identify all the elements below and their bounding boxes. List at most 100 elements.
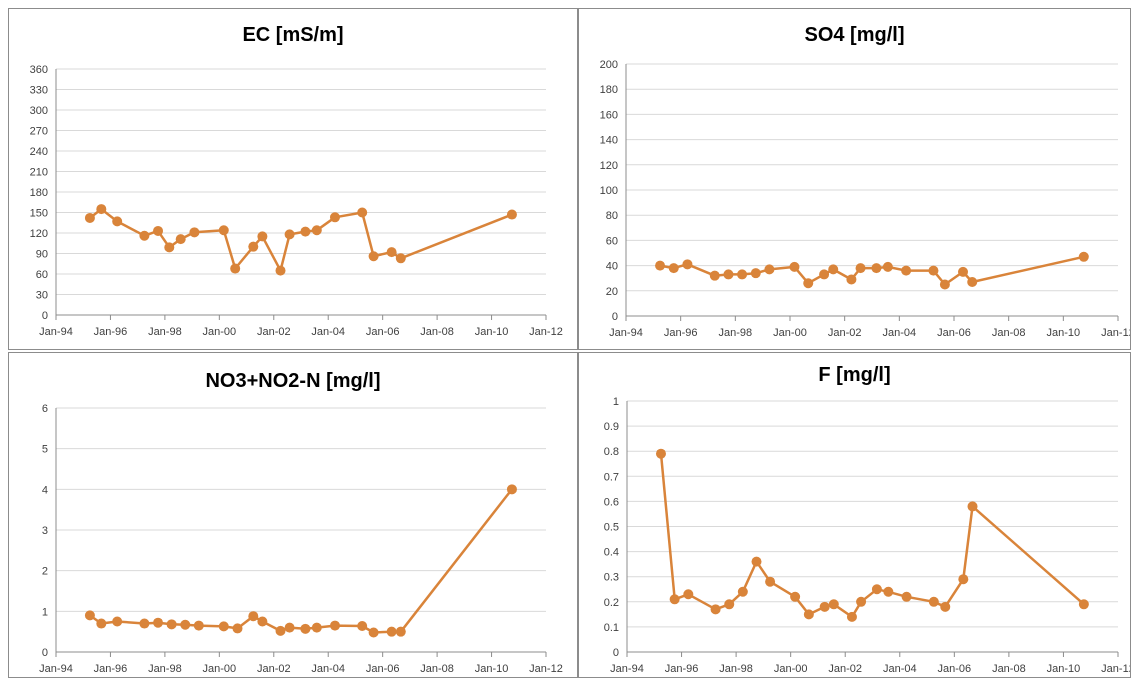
data-point	[882, 261, 893, 272]
x-tick-label: Jan-06	[366, 663, 400, 675]
x-tick-label: Jan-04	[883, 663, 917, 675]
x-tick-label: Jan-10	[1047, 663, 1081, 675]
x-tick-label: Jan-96	[665, 663, 699, 675]
chart-panel-f: F [mg/l] 0 0.1 0.2 0.3 0.4 0.5 0.6 0.7 0.8 0.9 1 Jan…	[578, 352, 1131, 678]
y-tick-label: 1	[613, 396, 619, 408]
x-tick-label: Jan-10	[475, 663, 509, 675]
data-point	[368, 627, 379, 638]
chart-title: NO3+NO2-N [mg/l]	[205, 370, 380, 392]
data-point	[750, 268, 761, 279]
x-tick-label: Jan-08	[992, 327, 1026, 339]
y-tick-label: 0.8	[604, 446, 619, 458]
y-tick-label: 4	[42, 484, 48, 496]
data-point	[506, 484, 517, 495]
data-point	[967, 276, 978, 287]
y-tick-label: 180	[600, 84, 618, 96]
data-point	[1078, 251, 1089, 262]
y-tick-label: 100	[600, 185, 618, 197]
x-tick-label: Jan-94	[39, 326, 73, 338]
data-point	[928, 596, 939, 607]
data-point	[311, 622, 322, 633]
data-point	[846, 274, 857, 285]
x-tick-label: Jan-98	[719, 327, 753, 339]
data-point	[368, 251, 379, 262]
y-tick-label: 60	[36, 269, 48, 281]
y-tick-label: 0.4	[604, 547, 619, 559]
x-tick-label: Jan-98	[148, 326, 182, 338]
chart-panel-ec: EC [mS/m] 0 30 60 90 120 150 180 210 240 270 300 330…	[8, 8, 578, 350]
data-point	[300, 226, 311, 237]
data-point	[386, 626, 397, 637]
x-tick-label: Jan-06	[366, 326, 400, 338]
y-tick-label: 1	[42, 606, 48, 618]
chart-panel-so4: SO4 [mg/l] 0 20 40 60 80 100 120 140 160 180 200 Jan…	[578, 8, 1131, 350]
chart-title: SO4 [mg/l]	[804, 24, 904, 46]
data-point	[940, 601, 951, 612]
series-line	[89, 207, 513, 272]
data-point	[751, 556, 762, 567]
x-tick-label: Jan-98	[148, 663, 182, 675]
chart-no3: NO3+NO2-N [mg/l] 0 1 2 3 4 5 6 Jan-94 Jan-96 Jan-9…	[39, 370, 563, 675]
x-tick-label: Jan-10	[475, 326, 509, 338]
data-point	[218, 225, 229, 236]
data-point	[855, 263, 866, 274]
data-point	[166, 619, 177, 630]
data-point	[883, 586, 894, 597]
data-point	[257, 616, 268, 627]
x-tick-label: Jan-08	[420, 326, 454, 338]
data-point	[764, 264, 775, 275]
data-point	[928, 265, 939, 276]
y-tick-label: 120	[30, 228, 48, 240]
y-tick-label: 0	[42, 310, 48, 322]
chart-so4: SO4 [mg/l] 0 20 40 60 80 100 120 140 160 180 200 Jan…	[600, 24, 1130, 339]
data-point	[967, 501, 978, 512]
data-point	[257, 231, 268, 242]
y-tick-label: 60	[606, 235, 618, 247]
x-tick-label: Jan-02	[828, 663, 862, 675]
x-tick-label: Jan-00	[773, 327, 807, 339]
data-point	[300, 623, 311, 634]
data-point	[175, 234, 186, 245]
y-tick-label: 330	[30, 85, 48, 97]
x-tick-label: Jan-02	[257, 326, 291, 338]
x-tick-label: Jan-12	[1101, 327, 1130, 339]
x-tick-label: Jan-12	[529, 663, 563, 675]
y-tick-label: 200	[600, 59, 618, 71]
x-tick-label: Jan-08	[420, 663, 454, 675]
data-point	[939, 279, 950, 290]
y-tick-label: 0.5	[604, 522, 619, 534]
y-tick-label: 0	[613, 647, 619, 659]
y-tick-label: 5	[42, 444, 48, 456]
x-tick-label: Jan-94	[39, 663, 73, 675]
data-point	[901, 591, 912, 602]
data-point	[790, 591, 801, 602]
data-point	[84, 610, 95, 621]
x-tick-label: Jan-02	[257, 663, 291, 675]
data-point	[112, 616, 123, 627]
chart-f: F [mg/l] 0 0.1 0.2 0.3 0.4 0.5 0.6 0.7 0.8 0.9 1 Jan…	[604, 364, 1130, 675]
data-point	[669, 594, 680, 605]
y-tick-label: 0.6	[604, 496, 619, 508]
data-point	[789, 261, 800, 272]
x-tick-label: Jan-02	[828, 327, 862, 339]
data-point	[737, 269, 748, 280]
data-point	[655, 260, 666, 271]
data-point	[112, 216, 123, 227]
data-point	[386, 247, 397, 258]
data-point	[84, 212, 95, 223]
data-point	[189, 227, 200, 238]
y-tick-label: 40	[606, 261, 618, 273]
y-tick-label: 0.9	[604, 421, 619, 433]
y-tick-label: 0	[612, 311, 618, 323]
data-point	[803, 609, 814, 620]
data-point	[284, 229, 295, 240]
data-point	[395, 626, 406, 637]
chart-panel-no3: NO3+NO2-N [mg/l] 0 1 2 3 4 5 6 Jan-94 Jan-96 Jan-9…	[8, 352, 578, 678]
y-tick-label: 20	[606, 286, 618, 298]
data-point	[655, 448, 666, 459]
y-tick-label: 30	[36, 290, 48, 302]
data-point	[668, 263, 679, 274]
data-point	[180, 619, 191, 630]
data-point	[958, 574, 969, 585]
data-point	[819, 601, 830, 612]
